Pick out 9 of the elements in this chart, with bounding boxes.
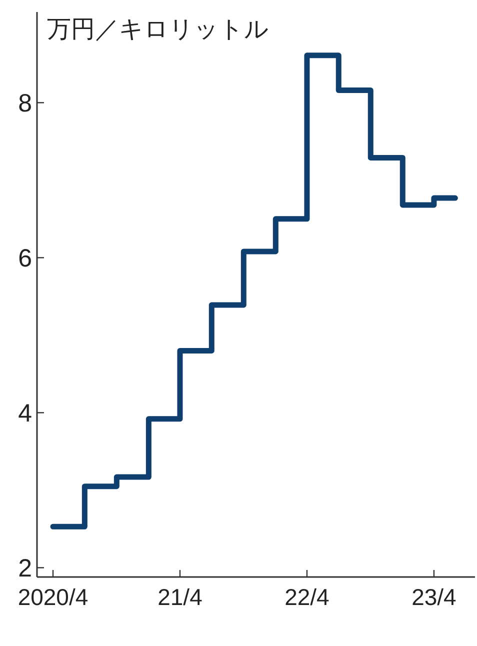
x-tick-label: 23/4 xyxy=(412,584,457,610)
y-tick-label: 2 xyxy=(18,554,32,583)
y-axis-title: 万円／キロリットル xyxy=(47,16,269,43)
x-tick-label: 2020/4 xyxy=(18,584,88,610)
y-tick-label: 4 xyxy=(18,400,32,428)
x-tick-label: 21/4 xyxy=(158,584,203,610)
y-tick-label: 8 xyxy=(18,90,32,118)
x-tick-label: 22/4 xyxy=(284,584,330,610)
y-tick-label: 6 xyxy=(18,244,32,273)
